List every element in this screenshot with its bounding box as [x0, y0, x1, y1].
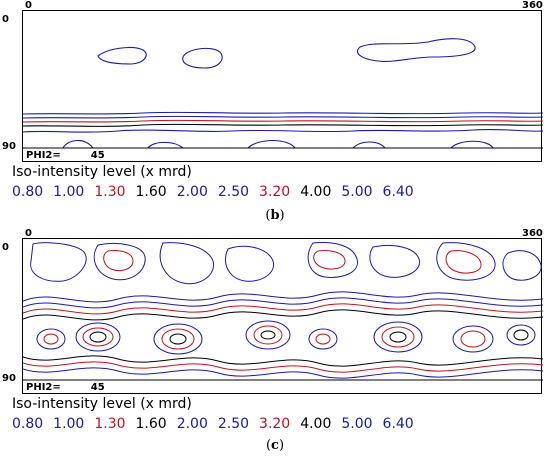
y-axis-end-label: 90 [2, 141, 16, 152]
caption-letter: c [271, 438, 279, 453]
contour-plot [23, 38, 543, 149]
contour-bump [247, 139, 296, 149]
caption-open: ( [265, 438, 272, 453]
iso-level-value: 0.80 [12, 184, 44, 200]
contour-blob [436, 242, 496, 281]
contour-blob [313, 250, 346, 270]
contour-band [23, 297, 543, 309]
iso-level-value: 1.00 [53, 184, 85, 200]
contour-island [356, 38, 476, 62]
iso-level-value: 6.40 [382, 416, 414, 432]
iso-level-value: 4.00 [300, 416, 332, 432]
panel-caption: (b) [0, 208, 550, 223]
phi2-value: 45 [90, 150, 105, 161]
contour-band [23, 111, 543, 115]
panel-caption: (c) [0, 438, 550, 453]
iso-level-value: 5.00 [341, 184, 373, 200]
iso-level-value: 4.00 [300, 184, 332, 200]
x-axis-start-label: 0 [25, 228, 32, 239]
phi2-value: 45 [90, 382, 105, 393]
iso-level-value: 3.20 [259, 416, 291, 432]
contour-blob [307, 242, 358, 278]
contour-blob [445, 250, 482, 274]
caption-close: ) [279, 208, 285, 223]
iso-level-legend: 0.80 1.00 1.30 1.60 2.00 2.50 3.20 4.00 5.00 6.40 [12, 416, 424, 432]
contour-blob [159, 242, 215, 285]
contour-blob [502, 250, 542, 281]
legend-title: Iso-intensity level (x mrd) [12, 164, 192, 180]
y-axis-end-label: 90 [2, 373, 16, 384]
phi2-label: PHI2= [26, 150, 61, 161]
iso-level-value: 1.60 [135, 416, 167, 432]
iso-level-value: 1.00 [53, 416, 85, 432]
odf-panel-b: 0 360 0 90 [0, 0, 550, 226]
caption-letter: b [270, 208, 280, 223]
contour-band [23, 367, 543, 379]
iso-level-value: 0.80 [12, 416, 44, 432]
phi2-indicator: PHI2= 45 [26, 382, 105, 393]
iso-level-value: 2.00 [176, 416, 208, 432]
iso-level-value: 1.30 [94, 184, 126, 200]
contour-island [182, 47, 223, 69]
odf-plot-area: PHI2= 45 [22, 10, 543, 162]
phi2-label: PHI2= [26, 382, 61, 393]
contour-band [23, 123, 543, 127]
contour-blob [369, 245, 421, 278]
contour-blob [224, 245, 275, 282]
iso-level-value: 5.00 [341, 416, 373, 432]
contour-band [23, 128, 543, 133]
odf-plot-area: PHI2= 45 [22, 238, 543, 394]
phi2-indicator: PHI2= 45 [26, 150, 105, 161]
contour-blob [30, 242, 87, 282]
contour-band [23, 355, 543, 367]
contour-band [23, 361, 543, 373]
contour-bump [62, 139, 94, 149]
iso-level-value: 1.60 [135, 184, 167, 200]
iso-level-legend: 0.80 1.00 1.30 1.60 2.00 2.50 3.20 4.00 5.00 6.40 [12, 184, 424, 200]
contour-blob [103, 250, 134, 272]
x-axis-start-label: 0 [25, 0, 32, 11]
legend-title: Iso-intensity level (x mrd) [12, 396, 192, 412]
caption-close: ) [278, 438, 285, 453]
iso-level-value: 2.50 [217, 416, 250, 432]
contour-bump [352, 141, 386, 149]
contour-band [23, 115, 543, 119]
iso-level-value: 2.50 [217, 184, 250, 200]
contour-islands [36, 320, 536, 355]
iso-level-value: 2.00 [176, 184, 208, 200]
contour-blob [93, 243, 146, 281]
contour-band [23, 309, 543, 321]
iso-level-value: 6.40 [382, 184, 414, 200]
iso-level-value: 1.30 [94, 416, 126, 432]
contour-island [97, 47, 147, 65]
iso-level-value: 3.20 [259, 184, 291, 200]
contour-band [23, 291, 543, 303]
contour-plot [23, 242, 543, 381]
y-axis-start-label: 0 [2, 242, 9, 253]
odf-panel-c: 0 360 0 90 [0, 228, 550, 456]
x-axis-end-label: 360 [522, 0, 543, 11]
contour-bump [450, 140, 494, 149]
contour-band [23, 119, 543, 123]
caption-open: ( [265, 208, 271, 223]
x-axis-end-label: 360 [522, 228, 543, 239]
contour-band [23, 303, 543, 315]
contour-bump [147, 141, 184, 149]
y-axis-start-label: 0 [2, 14, 9, 25]
